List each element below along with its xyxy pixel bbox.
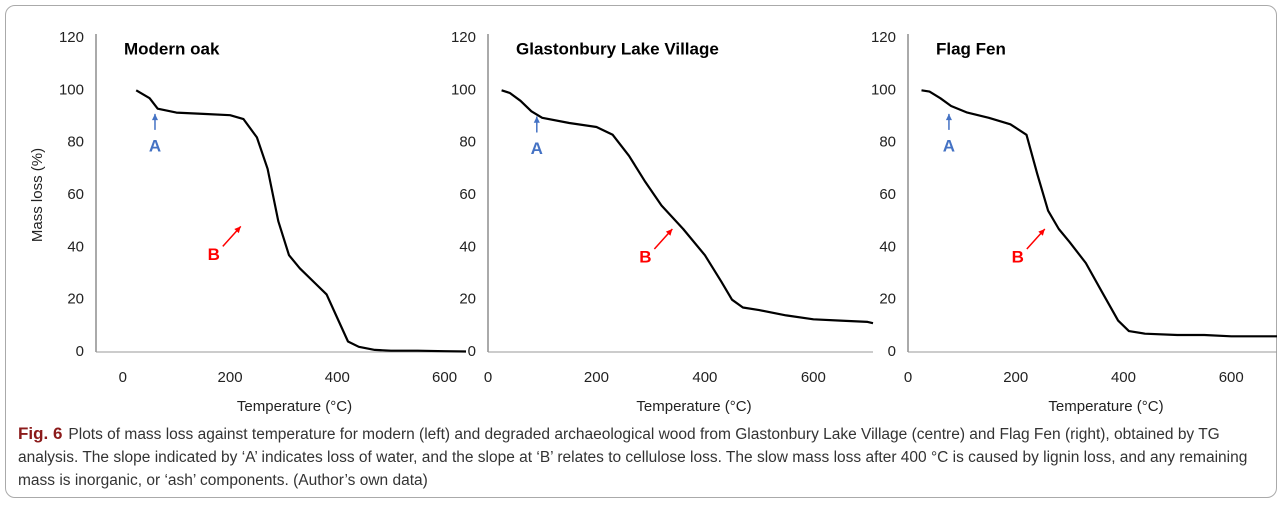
y-tick-label: 20 [67,291,84,308]
y-tick-label: 100 [871,81,896,98]
y-tick-label: 100 [451,81,476,98]
annotation-label: B [208,245,220,264]
y-tick-label: 120 [871,29,896,46]
y-tick-label: 80 [67,134,84,151]
x-tick-label: 0 [119,369,127,386]
annotation-arrowhead [234,226,241,234]
chart-title: Modern oak [124,39,220,58]
y-tick-label: 100 [59,81,84,98]
x-tick-label: 0 [904,369,912,386]
y-tick-label: 0 [468,343,476,360]
y-tick-label: 40 [879,238,896,255]
annotation-label: B [1012,248,1024,267]
x-tick-label: 400 [325,369,350,386]
x-tick-label: 200 [584,369,609,386]
y-tick-label: 60 [879,186,896,203]
chart-title: Glastonbury Lake Village [516,39,719,58]
x-tick-label: 600 [801,369,826,386]
x-axis-label: Temperature (°C) [636,398,751,415]
x-tick-label: 600 [1219,369,1244,386]
x-tick-label: 0 [484,369,492,386]
data-line [135,89,467,353]
annotation-label: B [639,248,651,267]
data-line [501,89,874,325]
y-tick-label: 60 [459,186,476,203]
y-axis-label: Mass loss (%) [29,148,46,242]
annotation-arrowhead [151,113,159,121]
annotation-arrowhead [1038,229,1045,236]
x-tick-label: 600 [432,369,457,386]
caption-label: Fig. 6 [18,424,63,443]
annotation-arrowhead [945,113,952,121]
y-tick-label: 120 [59,29,84,46]
y-tick-label: 20 [459,291,476,308]
y-tick-label: 0 [888,343,896,360]
x-axis-label: Temperature (°C) [237,398,352,415]
y-tick-label: 80 [879,134,896,151]
annotation-arrowhead [533,116,540,123]
y-tick-label: 0 [76,343,84,360]
y-tick-label: 40 [459,238,476,255]
annotation-label: A [149,136,161,155]
x-tick-label: 400 [1111,369,1136,386]
annotation-label: A [943,136,955,155]
caption: Fig. 6 Plots of mass loss against tempera… [18,422,1268,492]
y-tick-label: 60 [67,186,84,203]
x-axis-label: Temperature (°C) [1048,398,1163,415]
y-tick-label: 120 [451,29,476,46]
figure-frame [5,5,1277,498]
y-tick-label: 20 [879,291,896,308]
caption-text: Plots of mass loss against temperature f… [18,426,1248,489]
annotation-arrowhead [665,229,673,236]
y-tick-label: 40 [67,238,84,255]
x-tick-label: 200 [218,369,243,386]
data-line [921,89,1277,338]
y-tick-label: 80 [459,134,476,151]
x-tick-label: 200 [1003,369,1028,386]
annotation-label: A [531,139,543,158]
x-tick-label: 400 [692,369,717,386]
chart-title: Flag Fen [936,39,1006,58]
